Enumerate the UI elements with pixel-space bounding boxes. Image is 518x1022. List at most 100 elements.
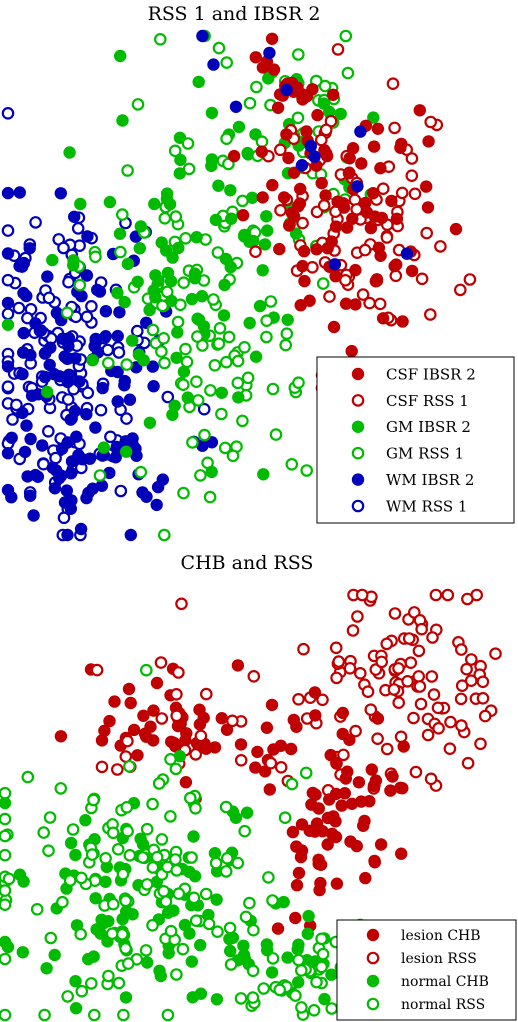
plot-1-legend-marker: [351, 499, 365, 513]
plot-1-point: [130, 449, 143, 462]
plot-2-point: [43, 811, 57, 824]
plot-2-point: [353, 666, 367, 680]
plot-2-point: [224, 944, 237, 958]
plot-1-point: [267, 63, 281, 76]
plot-1-point: [50, 306, 64, 320]
plot-1-point: [390, 212, 404, 225]
plot-1-point: [147, 380, 160, 393]
plot-1-point: [158, 356, 171, 370]
plot-2-legend-marker: [366, 951, 380, 965]
plot-1-point: [20, 419, 33, 432]
plot-2-point: [273, 983, 286, 997]
plot-2-point: [292, 976, 305, 989]
plot-1-point: [318, 79, 332, 93]
plot-1-point: [211, 246, 225, 259]
plot-1-point: [260, 210, 273, 223]
plot-1-point: [120, 445, 133, 458]
plot-1-point: [287, 166, 301, 179]
plot-1-point: [249, 51, 262, 64]
plot-1-point: [126, 334, 139, 347]
plot-1-point: [140, 490, 153, 503]
plot-2-point: [120, 800, 134, 814]
plot-2-point: [476, 675, 490, 689]
plot-1-point: [355, 157, 368, 170]
plot-2-point: [140, 663, 153, 677]
plot-1-point: [308, 150, 321, 163]
plot-1-point: [69, 352, 82, 365]
plot-2-point: [16, 946, 29, 959]
plot-2-point: [291, 943, 304, 956]
plot-2-point: [278, 811, 292, 824]
plot-1-point: [131, 98, 145, 111]
plot-1-point: [255, 135, 269, 148]
plot-2-point: [387, 683, 401, 696]
plot-2-point: [69, 1002, 83, 1015]
plot-2-point: [294, 850, 308, 864]
plot-2-point: [464, 653, 478, 666]
plot-2-point: [421, 728, 435, 742]
plot-2-point: [264, 756, 278, 770]
plot-1-point: [262, 72, 275, 85]
plot-1-point: [155, 345, 168, 358]
plot-2-point: [355, 588, 369, 602]
plot-1-point: [274, 204, 287, 217]
plot-2-point: [454, 643, 468, 656]
plot-2-point: [111, 763, 124, 776]
plot-2-point: [136, 851, 150, 864]
plot-2-point: [375, 655, 388, 669]
plot-1-point: [212, 337, 226, 350]
plot-1-point: [46, 253, 59, 267]
plot-1-point: [282, 151, 295, 165]
plot-1-point: [291, 111, 305, 125]
plot-2-point: [0, 796, 12, 810]
plot-1-point: [85, 299, 98, 313]
plot-2-point: [30, 902, 44, 916]
plot-2-point: [64, 836, 78, 850]
plot-2-point: [415, 622, 428, 636]
plot-2-point: [337, 748, 350, 762]
plot-1-point: [222, 330, 236, 344]
plot-1-point: [38, 347, 52, 360]
plot-2-point: [224, 958, 238, 971]
plot-1-point: [131, 324, 144, 338]
plot-2-point: [371, 732, 384, 745]
plot-1-point: [449, 222, 463, 236]
plot-1-point: [47, 367, 61, 381]
plot-2-point: [397, 740, 410, 753]
plot-1-point: [197, 402, 211, 416]
plot-1-point: [113, 227, 127, 240]
plot-2-point: [147, 704, 160, 717]
plot-1-point: [154, 32, 167, 46]
plot-1-point: [34, 324, 48, 337]
plot-2-point: [243, 896, 256, 910]
plot-2-point: [167, 736, 181, 750]
plot-2-point: [309, 788, 322, 801]
plot-1-point: [349, 298, 362, 311]
plot-2-point: [121, 824, 134, 838]
plot-2-point: [290, 720, 303, 733]
plot-1-point: [329, 220, 343, 233]
plot-1-point: [294, 299, 307, 312]
plot-1-point: [1, 107, 15, 120]
plot-1-point: [218, 278, 231, 292]
plot-1-point: [166, 408, 179, 421]
plot-2-point: [54, 782, 68, 795]
plot-chb-rss: CHB and RSS lesion CHB lesion RSS normal C…: [0, 552, 517, 1022]
plot-1-point: [180, 355, 194, 369]
plot-2-point: [187, 830, 200, 843]
plot-1-point: [220, 355, 233, 369]
plot-1-point: [148, 197, 161, 211]
plot-1-point: [376, 312, 390, 325]
plot-2-point: [384, 784, 397, 797]
plot-1-point: [111, 286, 124, 300]
plot-1-point: [120, 412, 133, 425]
plot-2-point: [134, 832, 147, 845]
plot-2-point: [179, 734, 192, 747]
plot-2-legend-marker: [366, 997, 380, 1011]
plot-1-point: [5, 431, 18, 444]
plot-1-point: [351, 180, 364, 193]
plot-2-point: [281, 951, 294, 964]
plot-1-point: [258, 238, 272, 251]
plot-1-point: [29, 468, 42, 482]
plot-1-point: [306, 260, 319, 274]
